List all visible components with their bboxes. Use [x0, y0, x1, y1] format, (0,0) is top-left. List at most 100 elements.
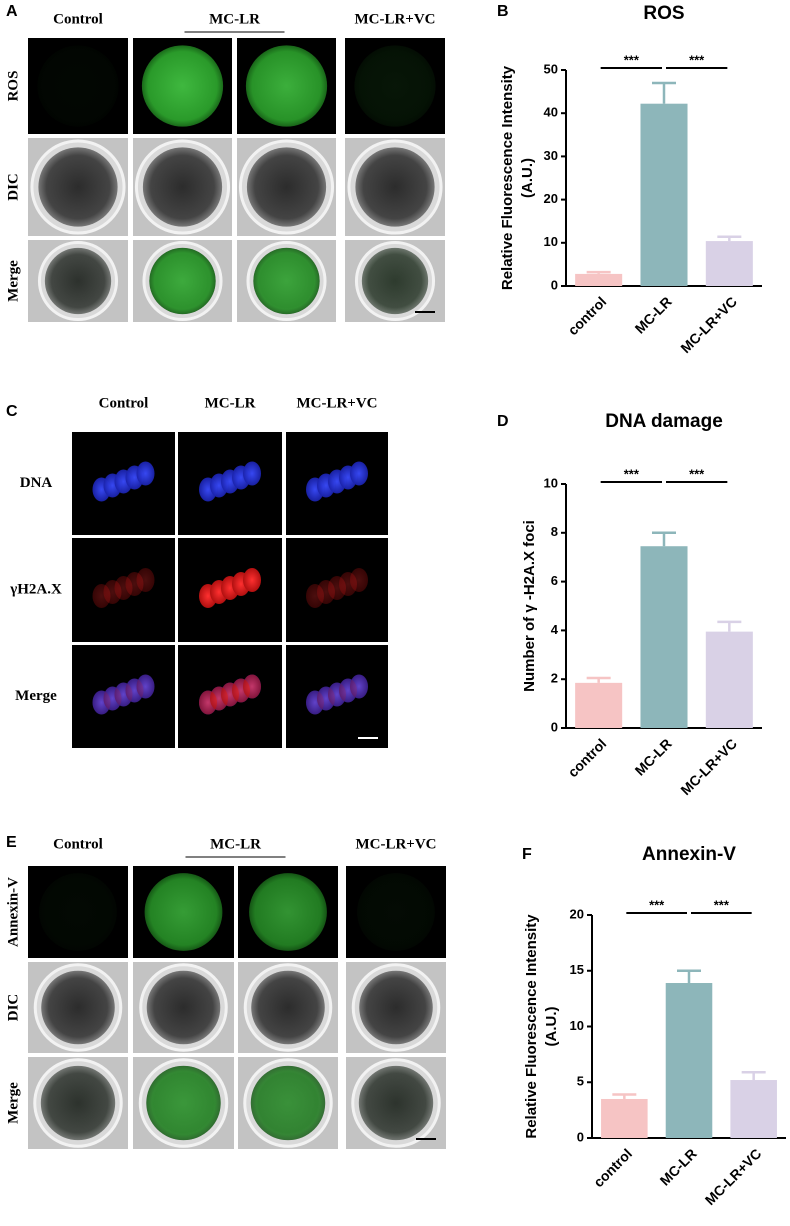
y-tick-label: 20	[570, 906, 584, 921]
micrograph	[133, 138, 232, 236]
micrograph	[72, 645, 175, 748]
micrograph	[286, 538, 388, 642]
x-tick-label: MC-LR	[657, 1145, 700, 1188]
chromosome	[243, 568, 261, 592]
micrograph	[238, 1057, 338, 1149]
micrograph	[133, 240, 232, 322]
significance-label: ***	[624, 466, 640, 481]
micrograph	[28, 240, 128, 322]
oocyte-signal	[361, 247, 429, 315]
oocyte	[359, 970, 433, 1045]
oocyte-signal	[144, 873, 223, 951]
row-label: ROS	[5, 71, 21, 102]
micrograph	[28, 138, 128, 236]
x-tick-label: MC-LR+VC	[677, 293, 740, 356]
y-tick-label: 0	[551, 719, 558, 734]
bar	[665, 983, 713, 1138]
micrograph	[286, 645, 388, 748]
bar	[575, 273, 623, 286]
y-tick-label: 10	[544, 234, 558, 249]
y-tick-label: 30	[544, 148, 558, 163]
significance-label: ***	[689, 52, 705, 67]
significance-label: ***	[714, 897, 730, 912]
y-tick-label: 20	[544, 191, 558, 206]
bar	[640, 103, 688, 286]
row-label: Merge	[5, 1082, 21, 1124]
y-axis-label: Number of γ -H2A.X foci	[521, 520, 538, 692]
chromosome	[136, 461, 155, 486]
oocyte	[142, 147, 223, 227]
micrograph	[133, 962, 234, 1053]
micrograph	[346, 1057, 446, 1149]
column-header: MC-LR+VC	[354, 11, 435, 27]
significance-label: ***	[649, 897, 665, 912]
micrograph	[237, 138, 336, 236]
column-header: Control	[99, 395, 149, 411]
micrograph	[133, 38, 232, 134]
y-tick-label: 15	[570, 962, 584, 977]
row-label: Merge	[15, 688, 57, 704]
y-axis-label: (A.U.)	[519, 158, 536, 198]
micrograph	[72, 432, 175, 535]
chromosome	[136, 568, 155, 592]
oocyte-signal	[39, 873, 117, 951]
oocyte	[146, 970, 221, 1045]
micrograph	[286, 432, 388, 535]
oocyte-signal	[249, 873, 327, 951]
micrograph	[345, 138, 445, 236]
oocyte-signal	[45, 248, 111, 314]
column-header: MC-LR+VC	[296, 395, 377, 411]
x-tick-label: control	[565, 735, 610, 780]
chromosome	[350, 674, 368, 699]
micrograph	[133, 866, 234, 958]
row-label: DNA	[20, 475, 53, 491]
y-tick-label: 8	[551, 524, 558, 539]
y-tick-label: 6	[551, 573, 558, 588]
panel-letter: A	[6, 3, 18, 20]
micrograph	[178, 645, 282, 748]
significance-label: ***	[624, 52, 640, 67]
oocyte	[38, 147, 118, 227]
oocyte-signal	[250, 1065, 326, 1141]
panel-letter: D	[497, 413, 509, 430]
panel-letter: B	[497, 3, 509, 20]
column-header: Control	[53, 836, 103, 852]
x-tick-label: control	[590, 1145, 635, 1190]
oocyte-signal	[40, 1065, 116, 1141]
panel-letter: C	[6, 403, 18, 420]
oocyte-signal	[37, 45, 119, 127]
oocyte	[246, 147, 327, 227]
chart-title: Annexin-V	[642, 844, 736, 865]
micrograph	[72, 538, 175, 642]
micrograph	[178, 432, 282, 535]
column-header: MC-LR	[209, 11, 260, 27]
bar	[705, 631, 753, 728]
micrograph	[345, 38, 445, 134]
y-tick-label: 50	[544, 61, 558, 76]
micrograph	[133, 1057, 234, 1149]
micrograph	[238, 962, 338, 1053]
row-label: Merge	[5, 260, 21, 302]
x-tick-label: MC-LR	[632, 735, 675, 778]
oocyte-signal	[253, 247, 320, 315]
oocyte-signal	[358, 1065, 434, 1141]
chart-title: ROS	[643, 3, 684, 24]
oocyte	[355, 147, 435, 227]
micrograph	[178, 538, 282, 642]
chromosome	[350, 568, 368, 592]
column-header: Control	[53, 11, 103, 27]
x-tick-label: MC-LR+VC	[702, 1145, 765, 1208]
micrograph	[28, 1057, 128, 1149]
y-tick-label: 0	[577, 1129, 584, 1144]
micrograph	[237, 38, 336, 134]
panel-letter: E	[6, 834, 17, 851]
micrograph	[238, 866, 338, 958]
chromosome	[350, 461, 368, 486]
micrograph	[237, 240, 336, 322]
micrograph	[346, 962, 446, 1053]
y-axis-label: Relative Fluorescence Intensity	[523, 914, 540, 1139]
y-tick-label: 5	[577, 1074, 584, 1089]
bar	[640, 546, 688, 728]
x-tick-label: control	[565, 293, 610, 338]
